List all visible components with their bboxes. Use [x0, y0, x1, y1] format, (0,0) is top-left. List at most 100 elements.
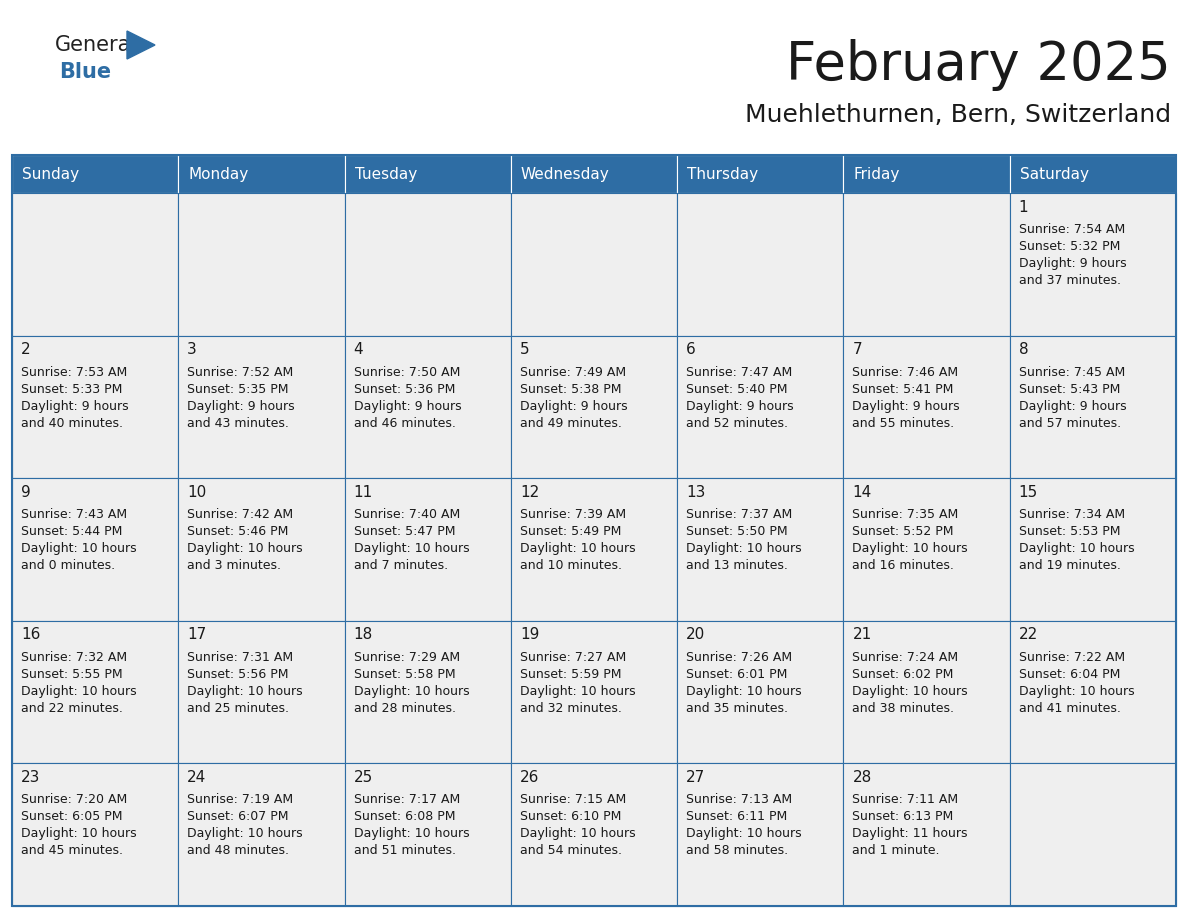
- Text: Sunrise: 7:47 AM: Sunrise: 7:47 AM: [687, 365, 792, 378]
- Text: and 3 minutes.: and 3 minutes.: [188, 559, 282, 572]
- Text: 24: 24: [188, 770, 207, 785]
- Text: Sunset: 6:05 PM: Sunset: 6:05 PM: [21, 811, 122, 823]
- Text: Daylight: 9 hours: Daylight: 9 hours: [21, 399, 128, 412]
- Bar: [12, 155, 1176, 906]
- Text: Daylight: 9 hours: Daylight: 9 hours: [687, 399, 794, 412]
- Text: Sunset: 5:59 PM: Sunset: 5:59 PM: [520, 667, 621, 681]
- Text: 19: 19: [520, 627, 539, 643]
- Bar: [677, 478, 843, 621]
- Text: and 13 minutes.: and 13 minutes.: [687, 559, 788, 572]
- Bar: [12, 764, 178, 906]
- Text: 11: 11: [354, 485, 373, 499]
- Text: 10: 10: [188, 485, 207, 499]
- Text: Daylight: 9 hours: Daylight: 9 hours: [520, 399, 627, 412]
- Text: Sunrise: 7:42 AM: Sunrise: 7:42 AM: [188, 509, 293, 521]
- Text: and 46 minutes.: and 46 minutes.: [354, 417, 455, 430]
- Text: 3: 3: [188, 342, 197, 357]
- Text: Daylight: 9 hours: Daylight: 9 hours: [1019, 257, 1126, 270]
- Text: Sunset: 6:07 PM: Sunset: 6:07 PM: [188, 811, 289, 823]
- Text: Daylight: 10 hours: Daylight: 10 hours: [354, 685, 469, 698]
- Text: Sunset: 5:53 PM: Sunset: 5:53 PM: [1019, 525, 1120, 538]
- Text: and 52 minutes.: and 52 minutes.: [687, 417, 788, 430]
- Text: and 51 minutes.: and 51 minutes.: [354, 845, 455, 857]
- Text: Sunrise: 7:15 AM: Sunrise: 7:15 AM: [520, 793, 626, 806]
- Text: Daylight: 10 hours: Daylight: 10 hours: [853, 543, 968, 555]
- Bar: [178, 193, 345, 336]
- Bar: [345, 621, 511, 764]
- Bar: [843, 193, 1010, 336]
- Text: Sunrise: 7:46 AM: Sunrise: 7:46 AM: [853, 365, 959, 378]
- Bar: [677, 764, 843, 906]
- Text: Sunrise: 7:32 AM: Sunrise: 7:32 AM: [21, 651, 127, 664]
- Text: and 10 minutes.: and 10 minutes.: [520, 559, 621, 572]
- Text: Daylight: 10 hours: Daylight: 10 hours: [687, 543, 802, 555]
- Bar: [12, 336, 178, 478]
- Text: Sunrise: 7:19 AM: Sunrise: 7:19 AM: [188, 793, 293, 806]
- Bar: [843, 336, 1010, 478]
- Text: Sunrise: 7:13 AM: Sunrise: 7:13 AM: [687, 793, 792, 806]
- Text: Sunset: 5:41 PM: Sunset: 5:41 PM: [853, 383, 954, 396]
- Bar: [12, 155, 178, 193]
- Text: and 38 minutes.: and 38 minutes.: [853, 701, 954, 715]
- Text: Sunrise: 7:26 AM: Sunrise: 7:26 AM: [687, 651, 792, 664]
- Bar: [345, 764, 511, 906]
- Text: February 2025: February 2025: [786, 39, 1171, 91]
- Text: and 0 minutes.: and 0 minutes.: [21, 559, 115, 572]
- Bar: [345, 336, 511, 478]
- Text: Wednesday: Wednesday: [520, 166, 609, 182]
- Text: Sunrise: 7:43 AM: Sunrise: 7:43 AM: [21, 509, 127, 521]
- Text: and 58 minutes.: and 58 minutes.: [687, 845, 789, 857]
- Text: 25: 25: [354, 770, 373, 785]
- Text: Daylight: 9 hours: Daylight: 9 hours: [188, 399, 295, 412]
- Text: Sunrise: 7:53 AM: Sunrise: 7:53 AM: [21, 365, 127, 378]
- Text: and 40 minutes.: and 40 minutes.: [21, 417, 124, 430]
- Text: Daylight: 10 hours: Daylight: 10 hours: [21, 543, 137, 555]
- Text: Sunset: 5:33 PM: Sunset: 5:33 PM: [21, 383, 122, 396]
- Text: and 45 minutes.: and 45 minutes.: [21, 845, 124, 857]
- Text: Sunrise: 7:54 AM: Sunrise: 7:54 AM: [1019, 223, 1125, 236]
- Bar: [1010, 764, 1176, 906]
- Text: Sunrise: 7:27 AM: Sunrise: 7:27 AM: [520, 651, 626, 664]
- Text: Sunset: 5:43 PM: Sunset: 5:43 PM: [1019, 383, 1120, 396]
- Text: Daylight: 10 hours: Daylight: 10 hours: [21, 827, 137, 840]
- Text: Sunset: 5:47 PM: Sunset: 5:47 PM: [354, 525, 455, 538]
- Text: 9: 9: [21, 485, 31, 499]
- Text: Sunrise: 7:50 AM: Sunrise: 7:50 AM: [354, 365, 460, 378]
- Bar: [178, 764, 345, 906]
- Text: 21: 21: [853, 627, 872, 643]
- Text: 12: 12: [520, 485, 539, 499]
- Text: 20: 20: [687, 627, 706, 643]
- Bar: [178, 621, 345, 764]
- Text: Thursday: Thursday: [687, 166, 758, 182]
- Text: Saturday: Saturday: [1019, 166, 1088, 182]
- Bar: [843, 621, 1010, 764]
- Text: Sunrise: 7:49 AM: Sunrise: 7:49 AM: [520, 365, 626, 378]
- Text: Daylight: 10 hours: Daylight: 10 hours: [687, 827, 802, 840]
- Bar: [843, 764, 1010, 906]
- Text: 16: 16: [21, 627, 40, 643]
- Text: Daylight: 10 hours: Daylight: 10 hours: [354, 543, 469, 555]
- Bar: [12, 193, 178, 336]
- Text: Sunset: 5:36 PM: Sunset: 5:36 PM: [354, 383, 455, 396]
- Text: 17: 17: [188, 627, 207, 643]
- Bar: [1010, 621, 1176, 764]
- Bar: [511, 336, 677, 478]
- Bar: [677, 193, 843, 336]
- Bar: [511, 193, 677, 336]
- Text: Daylight: 10 hours: Daylight: 10 hours: [21, 685, 137, 698]
- Text: Sunset: 6:01 PM: Sunset: 6:01 PM: [687, 667, 788, 681]
- Bar: [843, 155, 1010, 193]
- Text: Sunrise: 7:45 AM: Sunrise: 7:45 AM: [1019, 365, 1125, 378]
- Text: Sunrise: 7:52 AM: Sunrise: 7:52 AM: [188, 365, 293, 378]
- Text: Daylight: 10 hours: Daylight: 10 hours: [354, 827, 469, 840]
- Text: Daylight: 11 hours: Daylight: 11 hours: [853, 827, 968, 840]
- Text: Daylight: 10 hours: Daylight: 10 hours: [520, 543, 636, 555]
- Text: Daylight: 10 hours: Daylight: 10 hours: [520, 827, 636, 840]
- Text: Sunset: 6:13 PM: Sunset: 6:13 PM: [853, 811, 954, 823]
- Text: Daylight: 10 hours: Daylight: 10 hours: [1019, 543, 1135, 555]
- Bar: [12, 621, 178, 764]
- Text: 13: 13: [687, 485, 706, 499]
- Text: 5: 5: [520, 342, 530, 357]
- Text: 15: 15: [1019, 485, 1038, 499]
- Text: 26: 26: [520, 770, 539, 785]
